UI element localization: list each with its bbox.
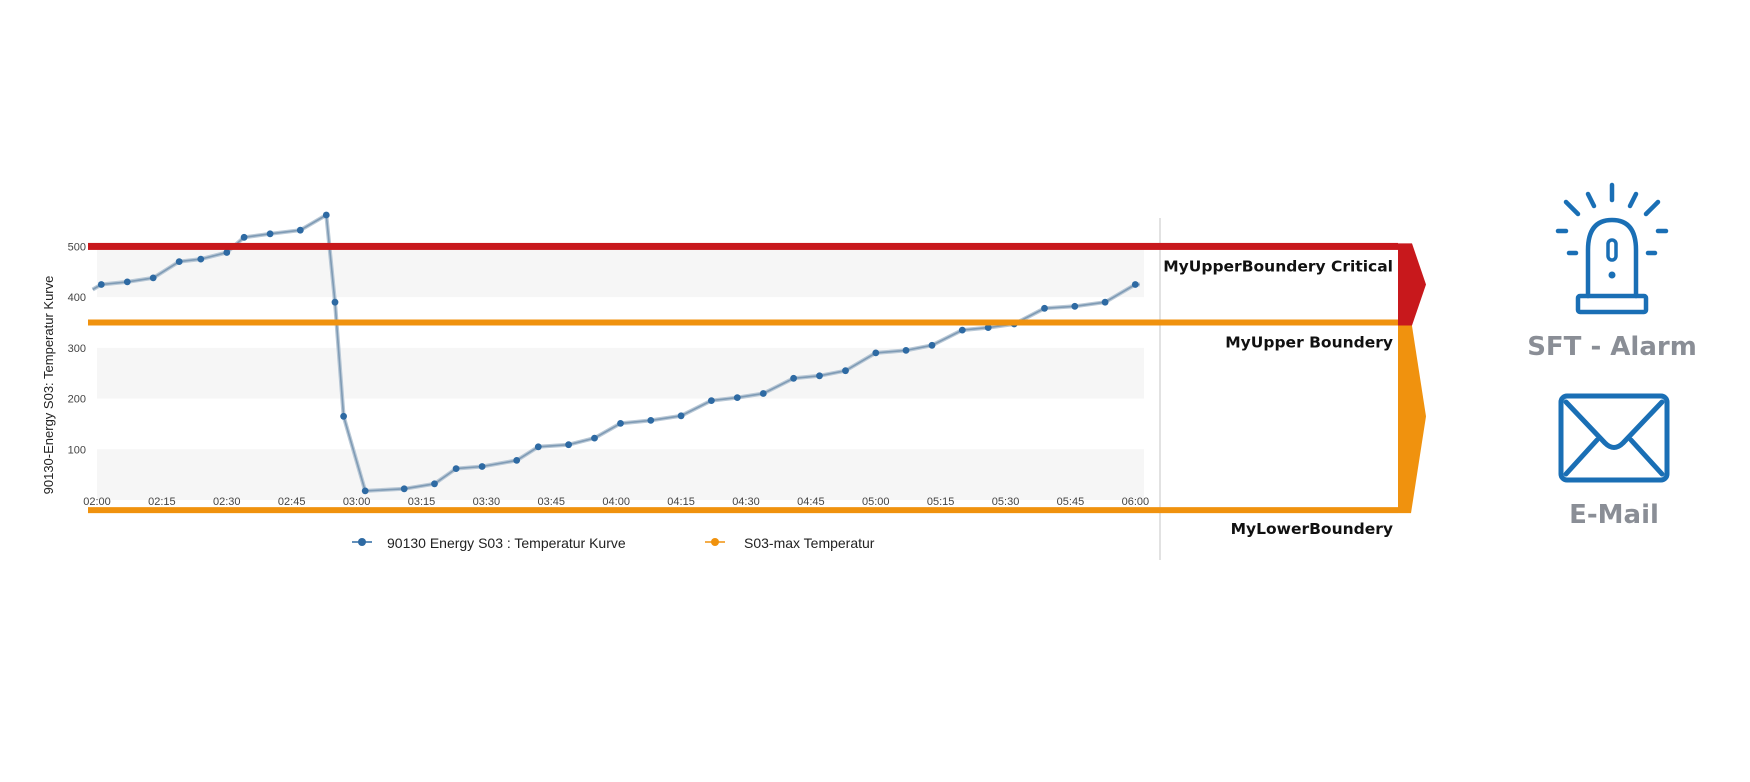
data-point bbox=[733, 394, 741, 401]
data-point bbox=[872, 349, 880, 357]
series-line bbox=[92, 214, 1140, 492]
email-label: E-Mail bbox=[1569, 500, 1659, 530]
grid-band-0 bbox=[97, 246, 1144, 298]
data-point bbox=[322, 211, 330, 219]
data-point bbox=[175, 258, 183, 265]
x-tick-label: 02:30 bbox=[213, 496, 241, 508]
x-tick-label: 04:30 bbox=[732, 496, 760, 508]
siren-icon bbox=[1555, 182, 1669, 315]
data-point bbox=[816, 372, 823, 380]
data-point bbox=[223, 249, 231, 256]
data-point bbox=[928, 341, 936, 349]
data-point bbox=[591, 434, 598, 442]
y-tick-label: 400 bbox=[68, 292, 86, 304]
critical-boundery-label: MyUpperBoundery Critical bbox=[1163, 257, 1393, 275]
data-point bbox=[296, 226, 304, 234]
sft-alarm-label: SFT - Alarm bbox=[1527, 332, 1697, 362]
legend-marker-max-temperatur bbox=[711, 538, 719, 546]
legend-item-temperature-curve: 90130 Energy S03 : Temperatur Kurve bbox=[352, 535, 626, 551]
threshold-bands: MyUpperBoundery Critical MyUpper Boundery… bbox=[88, 242, 1426, 538]
data-point bbox=[240, 233, 248, 241]
data-point bbox=[331, 298, 339, 306]
lower-boundery-line bbox=[88, 507, 1398, 514]
plot-grid-bands bbox=[97, 246, 1144, 500]
y-axis-ticks: 100 200 300 400 500 bbox=[68, 241, 86, 456]
data-point bbox=[452, 465, 460, 472]
email-panel: E-Mail bbox=[1558, 393, 1670, 530]
data-point bbox=[1071, 302, 1079, 310]
data-point bbox=[1131, 281, 1139, 288]
legend-label-max-temperatur: S03-max Temperatur bbox=[744, 535, 875, 551]
y-tick-label: 200 bbox=[68, 394, 86, 406]
x-axis-ticks: 02:00 02:15 02:30 02:45 03:00 03:15 03:30 03:45… bbox=[83, 496, 1149, 508]
data-point bbox=[361, 487, 369, 495]
x-tick-label: 02:45 bbox=[278, 496, 306, 508]
data-point bbox=[431, 480, 438, 488]
data-point bbox=[647, 417, 655, 424]
data-point bbox=[123, 278, 131, 286]
upper-boundery-arrow bbox=[1398, 319, 1426, 514]
data-point bbox=[617, 420, 624, 427]
x-tick-label: 04:15 bbox=[667, 496, 695, 508]
data-point bbox=[1101, 298, 1109, 306]
data-point bbox=[1041, 304, 1048, 312]
x-tick-label: 02:00 bbox=[83, 496, 111, 508]
data-point bbox=[400, 485, 408, 493]
x-tick-label: 04:00 bbox=[602, 496, 630, 508]
x-tick-label: 03:15 bbox=[408, 496, 436, 508]
grid-band-2 bbox=[97, 449, 1144, 500]
x-tick-label: 04:45 bbox=[797, 496, 825, 508]
data-point bbox=[708, 397, 715, 404]
x-tick-label: 05:45 bbox=[1057, 496, 1085, 508]
data-point bbox=[197, 255, 205, 263]
x-tick-label: 05:00 bbox=[862, 496, 890, 508]
data-point bbox=[984, 324, 992, 331]
data-point bbox=[97, 281, 105, 288]
x-tick-label: 02:15 bbox=[148, 496, 176, 508]
y-tick-label: 300 bbox=[68, 343, 86, 355]
data-point bbox=[958, 326, 966, 334]
data-point bbox=[513, 457, 521, 464]
x-tick-label: 05:30 bbox=[992, 496, 1020, 508]
grid-band-1 bbox=[97, 347, 1144, 399]
upper-boundery-label: MyUpper Boundery bbox=[1225, 334, 1393, 352]
x-tick-label: 03:00 bbox=[343, 496, 371, 508]
critical-boundery-line bbox=[88, 242, 1398, 250]
x-tick-label: 03:45 bbox=[538, 496, 566, 508]
y-tick-label: 500 bbox=[68, 241, 86, 253]
data-point bbox=[790, 374, 797, 382]
data-point bbox=[759, 390, 767, 397]
series-temperature-curve bbox=[91, 211, 1140, 495]
legend-label-temperature-curve: 90130 Energy S03 : Temperatur Kurve bbox=[387, 535, 626, 551]
lower-boundery-label: MyLowerBoundery bbox=[1231, 520, 1393, 538]
data-point bbox=[565, 441, 572, 449]
alarm-panel: SFT - Alarm bbox=[1527, 182, 1697, 362]
y-axis-label: 90130-Energy S03: Temperatur Kurve bbox=[41, 276, 56, 495]
x-tick-label: 05:15 bbox=[927, 496, 955, 508]
legend: 90130 Energy S03 : Temperatur Kurve S03-… bbox=[352, 535, 875, 551]
data-point bbox=[340, 412, 347, 420]
data-point bbox=[677, 412, 685, 420]
data-point bbox=[842, 367, 849, 375]
legend-marker-temperature-curve bbox=[358, 538, 366, 546]
legend-item-max-temperatur: S03-max Temperatur bbox=[705, 535, 875, 551]
envelope-icon bbox=[1558, 393, 1670, 483]
data-point bbox=[902, 347, 910, 354]
critical-boundery-arrow bbox=[1398, 243, 1426, 326]
x-tick-label: 03:30 bbox=[473, 496, 501, 508]
x-tick-label: 06:00 bbox=[1122, 496, 1150, 508]
data-point bbox=[534, 443, 542, 451]
y-tick-label: 100 bbox=[68, 444, 86, 456]
data-point bbox=[266, 230, 274, 238]
data-point bbox=[149, 274, 157, 282]
upper-boundery-line bbox=[88, 319, 1398, 326]
data-point bbox=[478, 463, 486, 470]
